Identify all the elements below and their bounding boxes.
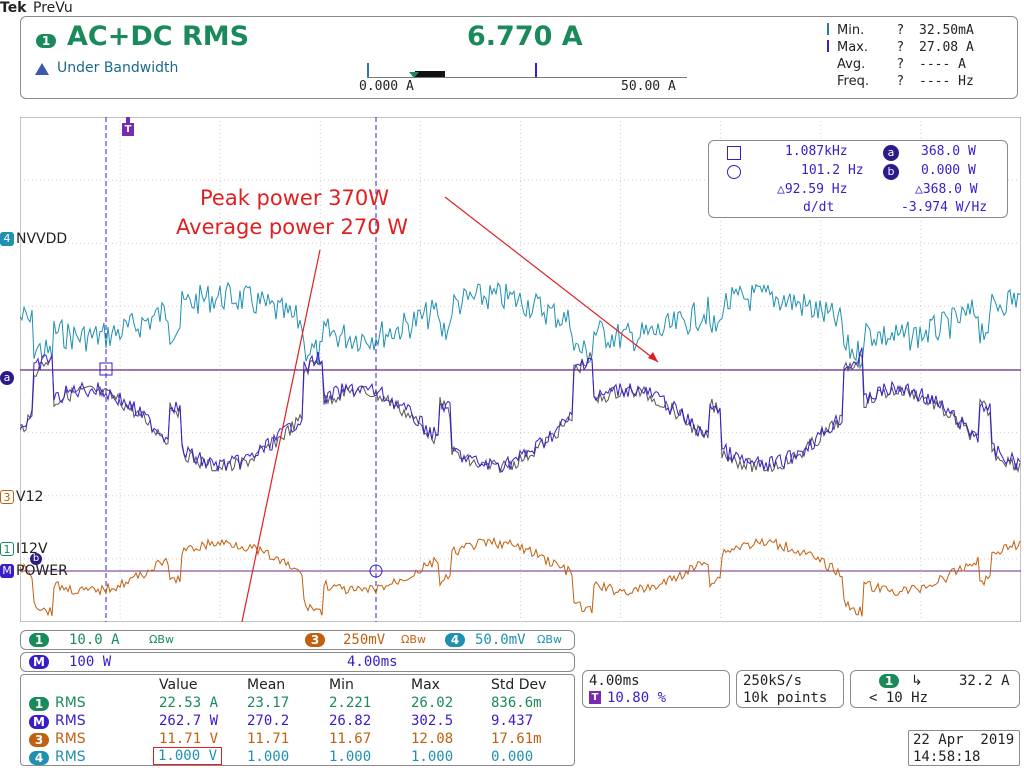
- ch4-bw: ΩBw: [537, 633, 562, 646]
- cursor-freq-1: 1.087kHz: [785, 144, 848, 159]
- ch3-trace-label[interactable]: 3 V12: [0, 489, 43, 505]
- cursor-square-icon: [727, 146, 741, 160]
- cursor-a-left-badge: a: [0, 371, 14, 385]
- math-scale-badge: M: [29, 655, 49, 669]
- stat-max-marker-icon: [827, 40, 829, 52]
- measurement-type: AC+DC RMS: [67, 21, 250, 52]
- horizontal-scale: 4.00ms: [589, 673, 640, 689]
- range-max-marker: [535, 63, 537, 77]
- measurements-table[interactable]: Value Mean Min Max Std Dev 1 RMS 22.53 A…: [20, 674, 575, 766]
- table-row[interactable]: 3 RMS 11.71 V 11.71 11.67 12.08 17.61m: [21, 731, 576, 749]
- ch1-scale-badge: 1: [29, 633, 49, 647]
- acquisition-settings[interactable]: 250kS/s 10k points: [736, 670, 844, 708]
- cursor-readout-panel[interactable]: 1.087kHz a 368.0 W 101.2 Hz b 0.000 W △9…: [708, 140, 1008, 218]
- range-mean-marker: [409, 72, 419, 78]
- math-scale-bar[interactable]: M 100 W 4.00ms: [20, 652, 575, 672]
- math-trace-label[interactable]: M POWER: [0, 563, 68, 579]
- row-badge: 1: [29, 697, 49, 711]
- warning-icon: [35, 63, 49, 75]
- stats-block: Min. ? 32.50mA Max. ? 27.08 A Avg. ? ---…: [827, 22, 1017, 90]
- stat-max: Max. ? 27.08 A: [827, 39, 1017, 56]
- time: 14:58:18: [913, 749, 981, 765]
- trigger-pos-icon: T: [589, 691, 601, 704]
- measurement-value: 6.770 A: [467, 21, 583, 52]
- sample-rate: 250kS/s: [743, 673, 803, 689]
- ch4-scale: 50.0mV: [475, 632, 526, 648]
- cursor-b-value: 0.000 W: [921, 163, 976, 178]
- trace-i12v: [20, 536, 1021, 617]
- cursor-freq-2: 101.2 Hz: [801, 163, 864, 178]
- ch1-trace-label[interactable]: 1 I12V: [0, 541, 48, 557]
- channel-scale-bar[interactable]: 1 10.0 A ΩBw 3 250mV ΩBw 4 50.0mV ΩBw: [20, 630, 575, 650]
- cursor-ddt-value: -3.974 W/Hz: [901, 200, 988, 215]
- trigger-stem: [126, 117, 130, 123]
- highlighted-value: 1.000 V: [153, 747, 223, 765]
- range-bar: [367, 71, 687, 78]
- range-max-label: 50.00 A: [621, 79, 676, 94]
- stat-min: Min. ? 32.50mA: [827, 22, 1017, 39]
- record-length: 10k points: [743, 690, 828, 706]
- trace-v12: [20, 351, 1021, 474]
- cursor-square-marker: [99, 362, 113, 376]
- range-fill: [415, 71, 445, 77]
- ch3-scale-badge: 3: [305, 633, 325, 647]
- horizontal-settings[interactable]: 4.00ms T 10.80 %: [582, 670, 730, 708]
- trace-power: [20, 347, 1021, 473]
- trigger-slope-icon: ↳: [911, 673, 923, 689]
- ch1-badge: 1: [0, 542, 14, 556]
- trigger-settings[interactable]: 1 ↳ 32.2 A < 10 Hz: [850, 670, 1020, 708]
- date: 22 Apr 2019: [913, 732, 1015, 748]
- table-row[interactable]: 4 RMS 1.000 V 1.000 1.000 1.000 0.000: [21, 747, 576, 767]
- row-badge: M: [29, 715, 49, 729]
- range-min-label: 0.000 A: [359, 79, 414, 94]
- cursor-ddt-label: d/dt: [803, 200, 835, 215]
- math-badge: M: [0, 564, 14, 578]
- row-badge: 4: [29, 751, 49, 765]
- channel-1-badge: 1: [36, 34, 56, 48]
- table-row[interactable]: M RMS 262.7 W 270.2 26.82 302.5 9.437: [21, 713, 576, 731]
- trigger-level: 32.2 A: [959, 673, 1010, 689]
- trace-nvvdd: [20, 281, 1021, 370]
- annotation-peak-power: Peak power 370W: [200, 186, 389, 210]
- math-scale: 100 W: [69, 654, 112, 670]
- prevu-label: PreVu: [33, 0, 73, 16]
- cursor-a-value: 368.0 W: [921, 144, 976, 159]
- annotation-average-power: Average power 270 W: [176, 215, 409, 239]
- measurement-readout-panel[interactable]: 1 AC+DC RMS 6.770 A Under Bandwidth 0.00…: [20, 16, 1018, 99]
- cursor-delta-freq: △92.59 Hz: [777, 182, 848, 197]
- ch4-trace-label[interactable]: 4 NVVDD: [0, 231, 67, 247]
- ch4-badge: 4: [0, 232, 14, 246]
- table-header: Value Mean Min Max Std Dev: [159, 677, 547, 693]
- row-badge: 3: [29, 733, 49, 747]
- ch1-scale: 10.0 A: [69, 632, 120, 648]
- math-time-scale: 4.00ms: [347, 654, 398, 670]
- trigger-source-badge: 1: [879, 674, 899, 688]
- stat-freq: Freq. ? ---- Hz: [837, 74, 974, 89]
- ch3-scale: 250mV: [343, 632, 386, 648]
- ch1-bw: ΩBw: [149, 633, 174, 646]
- trigger-icon: T: [122, 123, 134, 136]
- annotation-peak-arrowhead: [648, 352, 658, 362]
- tek-logo: Tek: [0, 0, 27, 16]
- ch3-bw: ΩBw: [401, 633, 426, 646]
- bandwidth-status: Under Bandwidth: [57, 60, 179, 76]
- cursor-circle-icon: [727, 165, 741, 179]
- trigger-frequency: < 10 Hz: [869, 690, 929, 706]
- stat-avg: Avg. ? ---- A: [837, 57, 966, 72]
- table-row[interactable]: 1 RMS 22.53 A 23.17 2.221 26.02 836.6m: [21, 695, 576, 713]
- cursor-circle-marker: [369, 564, 383, 578]
- cursor-b-icon: b: [883, 164, 899, 180]
- cursor-delta-power: △368.0 W: [915, 182, 978, 197]
- datetime-display: 22 Apr 2019 14:58:18: [908, 730, 1020, 766]
- cursor-b-left-badge: b: [30, 553, 42, 565]
- trigger-position: 10.80 %: [607, 690, 667, 706]
- annotation-avg-arrow: [241, 249, 321, 622]
- ch3-badge: 3: [0, 490, 14, 504]
- annotation-peak-arrow: [444, 196, 659, 363]
- range-min-marker: [367, 63, 369, 77]
- cursor-a-icon: a: [883, 145, 899, 161]
- stat-min-marker-icon: [827, 23, 829, 35]
- trigger-position-marker[interactable]: T: [122, 117, 134, 137]
- ch4-scale-badge: 4: [445, 633, 465, 647]
